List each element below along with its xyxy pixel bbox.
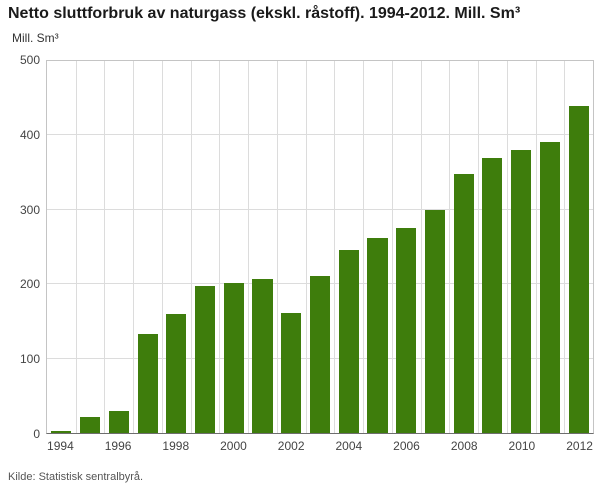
x-tick-label: 1996 [104, 439, 132, 453]
vertical-gridline [334, 61, 336, 433]
bar-2000 [223, 282, 244, 433]
bar-2008 [453, 174, 474, 433]
x-tick-label: 2006 [393, 439, 420, 453]
bar-2009 [482, 158, 503, 433]
bar-2006 [396, 227, 417, 433]
bar-1996 [108, 411, 129, 433]
bar-1994 [51, 430, 72, 433]
vertical-gridline [248, 61, 250, 433]
bar-1999 [194, 286, 216, 433]
source-caption: Kilde: Statistisk sentralbyrå. [8, 471, 144, 483]
x-tick-label: 2008 [450, 439, 478, 453]
vertical-gridline [276, 61, 278, 433]
horizontal-gridline [47, 208, 593, 210]
bar-2011 [539, 142, 560, 433]
vertical-gridline [535, 61, 537, 433]
x-axis-tick-labels: 1994 1996 1998 2000 2002 2004 2006 2008 2010 2012 [46, 440, 594, 456]
vertical-gridline [75, 61, 77, 433]
x-tick-label: 2002 [277, 439, 305, 453]
horizontal-gridline [47, 134, 593, 136]
bar-2005 [367, 238, 388, 433]
vertical-gridline [161, 61, 163, 433]
y-tick-label: 500 [19, 53, 40, 67]
x-tick-label: 1994 [47, 439, 74, 453]
chart-title: Netto sluttforbruk av naturgass (ekskl. … [8, 5, 521, 22]
bar-2004 [338, 249, 359, 433]
vertical-gridline [219, 61, 221, 433]
bar-2007 [424, 209, 445, 433]
y-tick-label: 100 [19, 352, 40, 367]
vertical-gridline [564, 61, 566, 433]
vertical-gridline [190, 61, 192, 433]
vertical-gridline [305, 61, 307, 433]
vertical-gridline [478, 61, 480, 433]
vertical-gridline [449, 61, 451, 433]
y-tick-label: 0 [33, 427, 40, 441]
x-tick-label: 2010 [508, 439, 536, 453]
plot-area [46, 60, 594, 434]
vertical-gridline [363, 61, 365, 433]
bar-1998 [166, 313, 187, 433]
vertical-gridline [104, 61, 106, 433]
y-axis-tick-labels: 0 100 200 300 400 500 [0, 54, 40, 440]
bar-2012 [568, 105, 589, 433]
y-tick-label: 400 [19, 127, 40, 142]
y-tick-label: 200 [19, 277, 40, 292]
x-tick-label: 1998 [162, 439, 190, 453]
vertical-gridline [506, 61, 508, 433]
vertical-gridline [133, 61, 135, 433]
y-axis-unit-label: Mill. Sm³ [12, 31, 59, 45]
vertical-gridline [420, 61, 422, 433]
x-tick-label: 2000 [220, 439, 247, 453]
bar-2002 [281, 313, 302, 433]
bar-2001 [252, 279, 273, 433]
y-tick-label: 300 [19, 202, 40, 217]
vertical-gridline [391, 61, 393, 433]
x-tick-label: 2004 [335, 439, 363, 453]
bar-1997 [137, 334, 158, 433]
x-tick-label: 2012 [566, 439, 593, 453]
bar-1995 [80, 416, 101, 433]
bar-2010 [511, 149, 532, 433]
bar-2003 [309, 276, 331, 433]
